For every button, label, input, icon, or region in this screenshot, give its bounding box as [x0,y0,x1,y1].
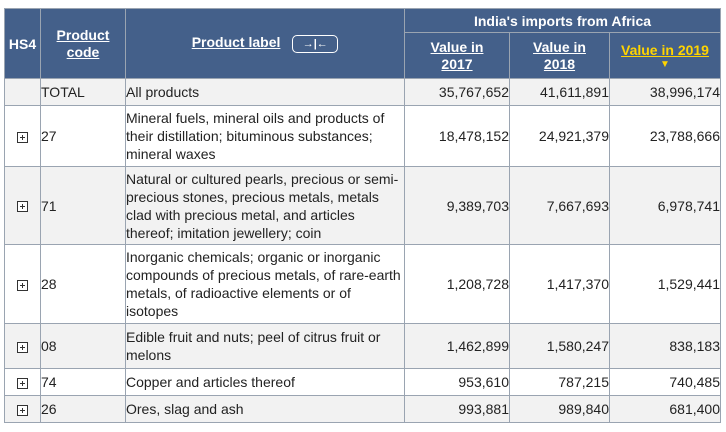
product-code-cell: 71 [40,166,126,245]
table-row: 26 Ores, slag and ash 993,881 989,840 68… [4,395,721,423]
product-code-sort-link[interactable]: Product code [56,26,110,60]
product-code-cell: 74 [40,368,126,396]
hs4-header: HS4 [4,8,41,79]
product-code-cell: 08 [40,323,126,369]
value-2017-cell: 9,389,703 [404,166,510,245]
value-2019-cell: 6,978,741 [609,166,721,245]
product-label-cell: Ores, slag and ash [125,395,405,423]
hs4-cell [4,78,41,106]
value-2018-cell: 787,215 [509,368,610,396]
value-2019-header[interactable]: Value in 2019 ▼ [609,32,721,79]
value-2017-sort-link[interactable]: Value in 2017 [430,38,484,72]
product-label-sort-link[interactable]: Product label [191,34,281,51]
product-label-cell: Copper and articles thereof [125,368,405,396]
value-2019-sort-link[interactable]: Value in 2019 [621,41,709,58]
value-2018-header[interactable]: Value in 2018 [509,32,610,79]
product-label-cell: All products [125,78,405,106]
value-2018-cell: 7,667,693 [509,166,610,245]
value-2018-cell: 1,580,247 [509,323,610,369]
imports-group-header: India's imports from Africa [404,8,721,33]
product-label-cell: Natural or cultured pearls, precious or … [125,166,405,245]
hs4-cell [4,368,41,396]
product-code-cell: 26 [40,395,126,423]
value-2019-cell: 1,529,441 [609,244,721,324]
table-row: 71 Natural or cultured pearls, precious … [4,166,721,245]
value-2018-cell: 41,611,891 [509,78,610,106]
expand-plus-icon[interactable] [17,341,28,353]
hs4-cell [4,323,41,369]
table-row: 74 Copper and articles thereof 953,610 7… [4,368,721,396]
hs4-cell [4,105,41,167]
value-2017-cell: 953,610 [404,368,510,396]
product-code-header[interactable]: Product code [40,8,126,79]
expand-plus-icon[interactable] [17,404,28,416]
product-label-cell: Edible fruit and nuts; peel of citrus fr… [125,323,405,369]
value-2019-cell: 38,996,174 [609,78,721,106]
product-label-cell: Inorganic chemicals; organic or inorgani… [125,244,405,324]
value-2018-sort-link[interactable]: Value in 2018 [533,38,586,72]
product-code-cell: 28 [40,244,126,324]
sort-descending-icon: ▼ [660,58,670,70]
product-code-cell: 27 [40,105,126,167]
value-2019-cell: 838,183 [609,323,721,369]
table-row: 08 Edible fruit and nuts; peel of citrus… [4,323,721,369]
product-label-cell: Mineral fuels, mineral oils and products… [125,105,405,167]
value-2018-cell: 1,417,370 [509,244,610,324]
value-2017-cell: 1,208,728 [404,244,510,324]
table-row: 27 Mineral fuels, mineral oils and produ… [4,105,721,167]
value-2017-header[interactable]: Value in 2017 [404,32,510,79]
value-2017-cell: 1,462,899 [404,323,510,369]
product-code-cell: TOTAL [40,78,126,106]
imports-table: HS4 Product code Product label →|← India… [4,8,721,423]
value-2017-cell: 993,881 [404,395,510,423]
value-2018-cell: 989,840 [509,395,610,423]
expand-plus-icon[interactable] [17,201,28,213]
expand-plus-icon[interactable] [17,377,28,389]
value-2017-cell: 35,767,652 [404,78,510,106]
value-2017-cell: 18,478,152 [404,105,510,167]
product-label-header: Product label →|← [125,8,405,79]
table-row: TOTAL All products 35,767,652 41,611,891… [4,78,721,106]
expand-plus-icon[interactable] [17,131,28,143]
table-row: 28 Inorganic chemicals; organic or inorg… [4,244,721,324]
value-2019-cell: 23,788,666 [609,105,721,167]
hs4-cell [4,244,41,324]
collapse-columns-icon[interactable]: →|← [292,34,339,53]
value-2019-cell: 740,485 [609,368,721,396]
value-2018-cell: 24,921,379 [509,105,610,167]
value-2019-cell: 681,400 [609,395,721,423]
expand-plus-icon[interactable] [17,279,28,291]
hs4-cell [4,166,41,245]
hs4-cell [4,395,41,423]
